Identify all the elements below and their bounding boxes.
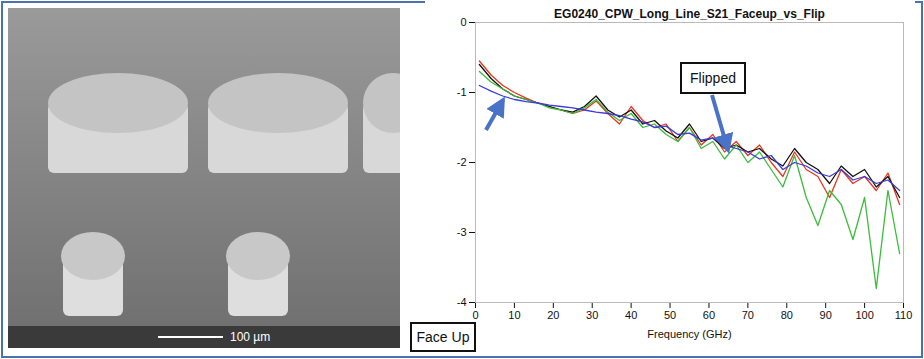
svg-text:60: 60 [703,309,715,321]
svg-text:-3: -3 [457,226,467,238]
html-text:Flipped: Flipped [690,70,736,86]
svg-text:Frequency (GHz): Frequency (GHz) [647,328,731,340]
svg-text:-2: -2 [457,156,467,168]
svg-text:EG0240_CPW_Long_Line_S21_Faceu: EG0240_CPW_Long_Line_S21_Faceup_vs_Flip [554,7,825,21]
svg-text:-1: -1 [457,86,467,98]
svg-text:100: 100 [855,309,873,321]
svg-text:-4: -4 [457,296,467,308]
svg-text:0: 0 [460,16,466,28]
svg-text:10: 10 [508,309,520,321]
svg-text:50: 50 [664,309,676,321]
html-text:Face Up: Face Up [416,329,470,345]
svg-text:100 µm: 100 µm [230,330,270,344]
svg-text:0: 0 [472,309,478,321]
svg-text:40: 40 [625,309,637,321]
svg-text:30: 30 [586,309,598,321]
svg-text:70: 70 [742,309,754,321]
svg-text:80: 80 [781,309,793,321]
svg-text:110: 110 [895,309,913,321]
svg-text:20: 20 [547,309,559,321]
svg-text:90: 90 [820,309,832,321]
